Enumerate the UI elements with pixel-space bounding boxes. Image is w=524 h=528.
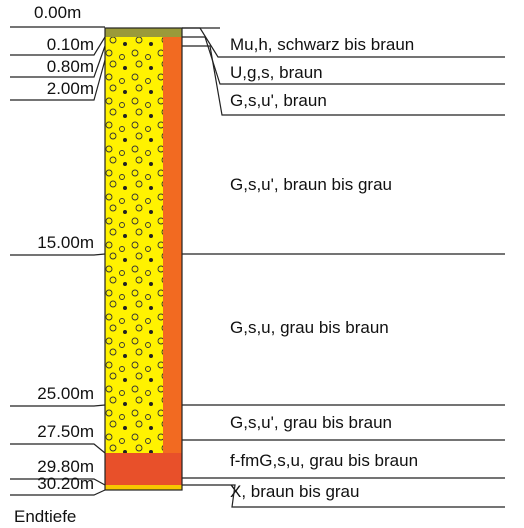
- depth-label: 30.20m: [37, 474, 94, 493]
- fines-strip: [163, 37, 182, 453]
- gravel-sand-layer: [105, 453, 182, 485]
- depth-line: [10, 36, 106, 56]
- depth-label: 25.00m: [37, 384, 94, 403]
- depth-label: 15.00m: [37, 233, 94, 252]
- footer: Endtiefe: [14, 507, 76, 526]
- depth-label: 27.50m: [37, 422, 94, 441]
- depth-line: [10, 489, 106, 496]
- column-outline: [104, 27, 183, 491]
- layer-description: Mu,h, schwarz bis braun: [230, 35, 414, 54]
- depth-line: [10, 45, 106, 78]
- layer-description: G,s,u', braun bis grau: [230, 175, 392, 194]
- depth-label: 2.00m: [47, 79, 94, 98]
- top-depth: 0.00m: [34, 3, 81, 22]
- layer-description: G,s,u, grau bis braun: [230, 318, 389, 337]
- column: [104, 27, 183, 491]
- layer-description: U,g,s, braun: [230, 63, 323, 82]
- depth-label: 0.10m: [47, 35, 94, 54]
- description-line: [182, 27, 505, 58]
- layer-description: G,s,u', braun: [230, 91, 327, 110]
- depth-label: 0.80m: [47, 57, 94, 76]
- depth-line: [10, 478, 106, 486]
- gravel-pattern: [105, 28, 163, 453]
- description-line: [182, 45, 505, 116]
- depth-line: [10, 59, 106, 101]
- layer-description: X, braun bis grau: [230, 482, 359, 501]
- bottom-layer: [105, 485, 182, 490]
- topsoil-layer: [105, 28, 182, 37]
- layer-description: f-fmG,s,u, grau bis braun: [230, 451, 418, 470]
- depth-line: [10, 404, 106, 407]
- depth-line: [10, 443, 106, 454]
- depth-label: 29.80m: [37, 457, 94, 476]
- layer-description: G,s,u', grau bis braun: [230, 413, 392, 432]
- description-line: [182, 484, 505, 508]
- depth-line: [10, 253, 106, 256]
